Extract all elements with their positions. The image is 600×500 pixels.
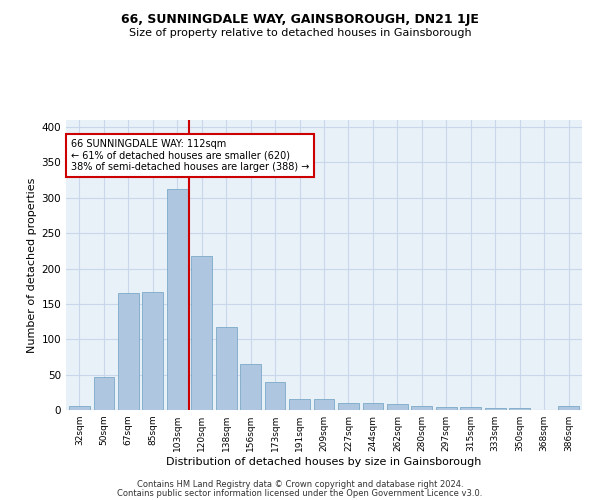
- Bar: [558, 406, 579, 410]
- Bar: [485, 408, 506, 410]
- Bar: [265, 382, 286, 410]
- Bar: [460, 407, 481, 410]
- Bar: [338, 403, 359, 410]
- Text: 66, SUNNINGDALE WAY, GAINSBOROUGH, DN21 1JE: 66, SUNNINGDALE WAY, GAINSBOROUGH, DN21 …: [121, 12, 479, 26]
- Bar: [191, 256, 212, 410]
- Text: Contains public sector information licensed under the Open Government Licence v3: Contains public sector information licen…: [118, 488, 482, 498]
- Text: Contains HM Land Registry data © Crown copyright and database right 2024.: Contains HM Land Registry data © Crown c…: [137, 480, 463, 489]
- Y-axis label: Number of detached properties: Number of detached properties: [27, 178, 37, 352]
- Text: 66 SUNNINGDALE WAY: 112sqm
← 61% of detached houses are smaller (620)
38% of sem: 66 SUNNINGDALE WAY: 112sqm ← 61% of deta…: [71, 139, 310, 172]
- Bar: [167, 188, 188, 410]
- X-axis label: Distribution of detached houses by size in Gainsborough: Distribution of detached houses by size …: [166, 457, 482, 467]
- Bar: [412, 406, 432, 410]
- Bar: [362, 403, 383, 410]
- Bar: [436, 407, 457, 410]
- Bar: [240, 364, 261, 410]
- Text: Size of property relative to detached houses in Gainsborough: Size of property relative to detached ho…: [128, 28, 472, 38]
- Bar: [289, 398, 310, 410]
- Bar: [94, 377, 114, 410]
- Bar: [509, 408, 530, 410]
- Bar: [387, 404, 408, 410]
- Bar: [216, 326, 236, 410]
- Bar: [118, 294, 139, 410]
- Bar: [69, 406, 90, 410]
- Bar: [142, 292, 163, 410]
- Bar: [314, 398, 334, 410]
